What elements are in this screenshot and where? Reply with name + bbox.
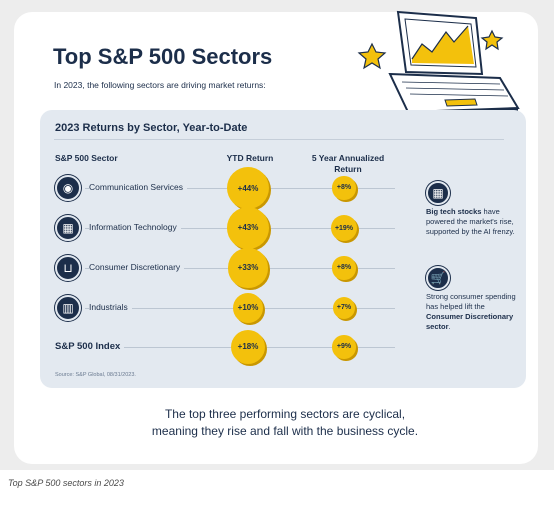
sparkle-icon-right [480,29,504,51]
ytd-bubble: +43% [227,207,269,249]
wifi-icon: ◉ [55,175,81,201]
cart-icon: ⊔ [55,255,81,281]
sector-label: Communication Services [89,182,188,192]
sector-label: Information Technology [89,222,181,232]
five-year-bubble: +19% [331,215,357,241]
column-header-5yr: 5 Year Annualized Return [311,153,385,174]
five-year-bubble: +8% [332,176,356,200]
five-year-bubble: +7% [332,296,356,320]
chart-title: 2023 Returns by Sector, Year-to-Date [55,122,248,134]
sector-label: S&P 500 Index [55,341,125,352]
note-consumer: Strong consumer spending has helped lift… [426,292,516,331]
chip-icon: ▦ [55,215,81,241]
cart-icon: 🛒 [426,266,450,290]
takeaway-line-1: The top three performing sectors are cyc… [164,407,406,421]
chip-icon: ▦ [426,181,450,205]
column-header-ytd: YTD Return [226,153,274,163]
page-subtitle: In 2023, the following sectors are drivi… [54,80,266,90]
sector-label: Consumer Discretionary [89,262,185,272]
sparkle-icon-left [357,42,387,70]
column-header-sector: S&P 500 Sector [55,153,118,163]
takeaway-text: The top three performing sectors are cyc… [100,406,470,440]
page-title: Top S&P 500 Sectors [53,44,273,69]
factory-icon: ▥ [55,295,81,321]
ytd-bubble: +44% [227,167,269,209]
sector-label: Industrials [89,302,132,312]
image-caption: Top S&P 500 sectors in 2023 [8,478,124,488]
five-year-bubble: +9% [332,335,356,359]
laptop-icon [388,10,520,118]
five-year-bubble: +8% [332,256,356,280]
takeaway-line-2: meaning they rise and fall with the busi… [151,424,419,438]
chart-source: Source: S&P Global, 08/31/2023. [55,372,136,378]
ytd-bubble: +18% [230,329,266,365]
ytd-bubble: +33% [228,248,268,288]
ytd-bubble: +10% [232,292,264,324]
laptop-illustration [357,10,520,118]
chart-title-divider [54,139,504,140]
note-big-tech: Big tech stocks have powered the market'… [426,207,515,236]
